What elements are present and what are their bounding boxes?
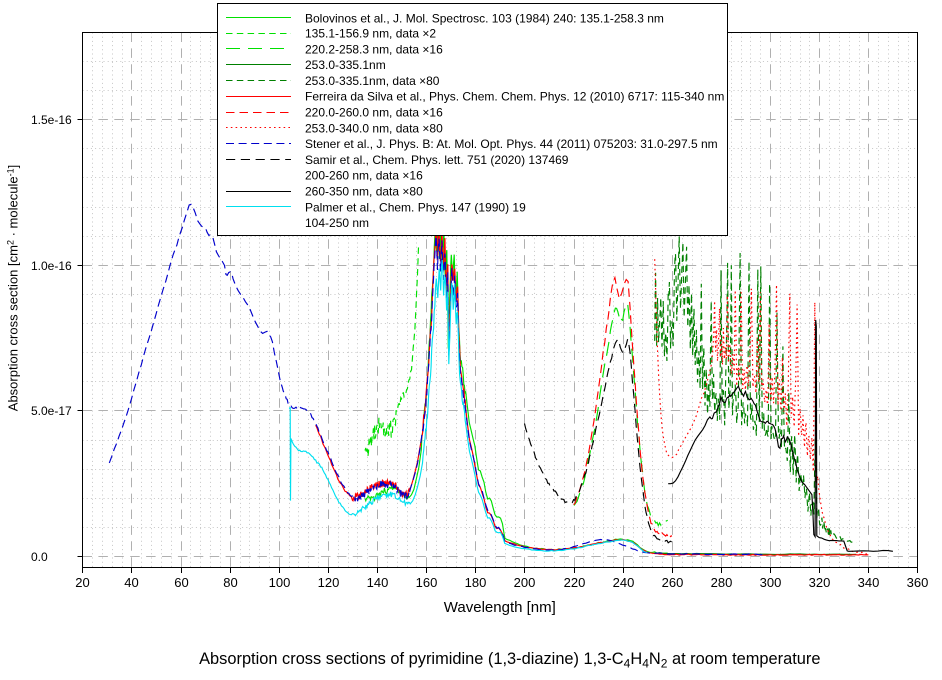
svg-text:160: 160	[416, 575, 438, 590]
svg-text:Palmer et al., Chem. Phys. 147: Palmer et al., Chem. Phys. 147 (1990) 19	[305, 200, 526, 214]
svg-text:Ferreira da Silva et al., Phys: Ferreira da Silva et al., Phys. Chem. Ch…	[305, 90, 724, 104]
svg-text:200-260 nm, data ×16: 200-260 nm, data ×16	[305, 169, 423, 183]
svg-text:1.0e-16: 1.0e-16	[31, 259, 72, 273]
svg-text:200: 200	[514, 575, 536, 590]
svg-text:140: 140	[367, 575, 389, 590]
svg-text:340: 340	[858, 575, 880, 590]
svg-text:100: 100	[269, 575, 291, 590]
svg-text:220.0-260.0 nm, data ×16: 220.0-260.0 nm, data ×16	[305, 106, 443, 120]
svg-text:253.0-340.0 nm, data ×80: 253.0-340.0 nm, data ×80	[305, 121, 443, 135]
svg-text:104-250 nm: 104-250 nm	[305, 216, 369, 230]
svg-text:360: 360	[907, 575, 929, 590]
svg-text:260-350 nm, data ×80: 260-350 nm, data ×80	[305, 185, 423, 199]
svg-text:40: 40	[124, 575, 138, 590]
svg-text:0.0: 0.0	[31, 550, 48, 564]
svg-text:220: 220	[564, 575, 586, 590]
svg-text:Absorption cross section [cm2: Absorption cross section [cm2 · molecule…	[6, 165, 21, 411]
svg-text:Wavelength [nm]: Wavelength [nm]	[444, 599, 556, 616]
svg-text:80: 80	[223, 575, 237, 590]
svg-text:300: 300	[760, 575, 782, 590]
svg-text:260: 260	[662, 575, 684, 590]
svg-text:Bolovinos et al., J. Mol. Spec: Bolovinos et al., J. Mol. Spectrosc. 103…	[305, 11, 664, 25]
svg-text:60: 60	[174, 575, 188, 590]
svg-text:220.2-258.3 nm, data ×16: 220.2-258.3 nm, data ×16	[305, 42, 443, 56]
svg-text:5.0e-17: 5.0e-17	[31, 404, 72, 418]
svg-text:Samir et al., Chem. Phys. lett: Samir et al., Chem. Phys. lett. 751 (202…	[305, 153, 569, 167]
svg-text:320: 320	[809, 575, 831, 590]
svg-text:20: 20	[75, 575, 89, 590]
svg-text:180: 180	[465, 575, 487, 590]
svg-text:120: 120	[318, 575, 340, 590]
svg-text:Stener et al., J. Phys. B: At.: Stener et al., J. Phys. B: At. Mol. Opt.…	[305, 137, 718, 151]
svg-text:1.5e-16: 1.5e-16	[31, 113, 72, 127]
svg-text:253.0-335.1nm, data ×80: 253.0-335.1nm, data ×80	[305, 74, 440, 88]
svg-text:240: 240	[613, 575, 635, 590]
svg-text:135.1-156.9 nm, data ×2: 135.1-156.9 nm, data ×2	[305, 27, 436, 41]
svg-text:280: 280	[711, 575, 733, 590]
svg-text:Absorption cross sections of p: Absorption cross sections of pyrimidine …	[199, 650, 820, 671]
svg-text:253.0-335.1nm: 253.0-335.1nm	[305, 58, 386, 72]
